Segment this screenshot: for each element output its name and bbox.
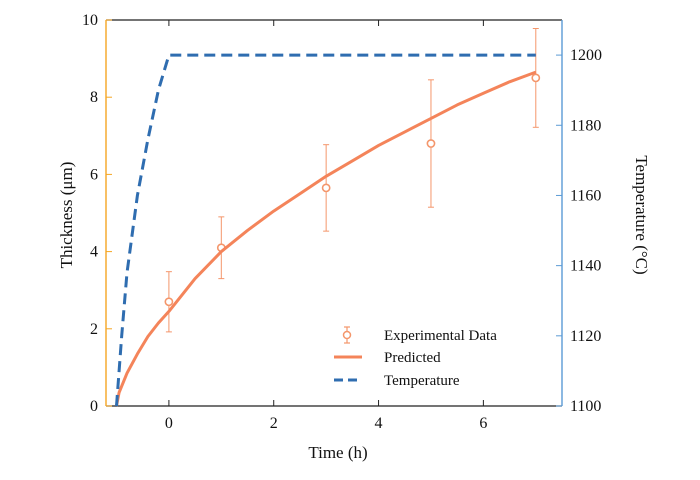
y2-tick-label: 1180 xyxy=(570,117,601,134)
legend-temperature-label: Temperature xyxy=(384,373,460,389)
y-tick-label: 6 xyxy=(90,166,98,183)
x-axis-ticks: 0 2 4 6 xyxy=(165,20,487,432)
predicted-line xyxy=(115,70,537,407)
y2-tick-label: 1120 xyxy=(570,328,601,345)
y-tick-label: 0 xyxy=(90,398,98,415)
y2-tick-label: 1100 xyxy=(570,398,601,415)
x-tick-label: 0 xyxy=(165,415,173,432)
experimental-point xyxy=(321,183,331,193)
x-axis-title: Time (h) xyxy=(308,443,367,462)
y2-tick-label: 1200 xyxy=(570,47,602,64)
plot-frame xyxy=(105,19,563,407)
legend: Experimental Data Predicted Temperature xyxy=(334,326,497,389)
legend-item-predicted: Predicted xyxy=(334,350,441,366)
x-tick-label: 2 xyxy=(270,415,278,432)
y-tick-label: 10 xyxy=(82,12,98,29)
legend-item-temperature: Temperature xyxy=(334,373,460,389)
x-tick-label: 6 xyxy=(479,415,487,432)
left-y-axis-ticks: 0 2 4 6 8 10 xyxy=(82,12,112,415)
legend-predicted-label: Predicted xyxy=(384,350,441,366)
left-y-axis-title: Thickness (μm) xyxy=(57,162,76,269)
right-y-axis-title: Temperature (°C) xyxy=(632,155,651,274)
experimental-point xyxy=(164,297,174,307)
x-tick-label: 4 xyxy=(375,415,383,432)
experimental-point xyxy=(426,139,436,148)
y-tick-label: 8 xyxy=(90,89,98,106)
legend-item-experimental: Experimental Data xyxy=(342,326,497,344)
temperature-line xyxy=(115,53,536,407)
y2-tick-label: 1140 xyxy=(570,258,601,275)
legend-experimental-marker xyxy=(342,330,352,340)
experimental-point xyxy=(531,73,541,83)
y-tick-label: 2 xyxy=(90,321,98,338)
series-layer xyxy=(115,27,541,407)
legend-experimental-label: Experimental Data xyxy=(384,328,497,344)
y-tick-label: 4 xyxy=(90,244,98,261)
y2-tick-label: 1160 xyxy=(570,187,601,204)
right-y-axis-ticks: 1100 1120 1140 1160 1180 1200 xyxy=(556,47,602,415)
